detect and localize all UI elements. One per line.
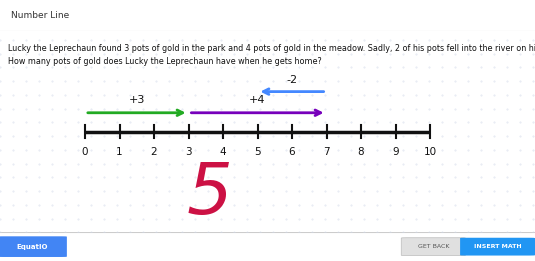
Text: -2: -2: [286, 75, 297, 85]
Text: Lucky the Leprechaun found 3 pots of gold in the park and 4 pots of gold in the : Lucky the Leprechaun found 3 pots of gol…: [8, 44, 535, 53]
Text: 2: 2: [151, 147, 157, 157]
Text: How many pots of gold does Lucky the Leprechaun have when he gets home?: How many pots of gold does Lucky the Lep…: [8, 57, 322, 66]
Text: 7: 7: [323, 147, 330, 157]
Text: 5: 5: [187, 160, 233, 229]
Text: 5: 5: [254, 147, 261, 157]
Text: 8: 8: [358, 147, 364, 157]
Text: 1: 1: [116, 147, 123, 157]
FancyBboxPatch shape: [460, 238, 535, 256]
Text: Number Line: Number Line: [11, 11, 69, 20]
Text: +4: +4: [249, 95, 266, 105]
Text: EquatIO: EquatIO: [17, 244, 48, 250]
Text: 9: 9: [392, 147, 399, 157]
Text: 4: 4: [220, 147, 226, 157]
Text: INSERT MATH: INSERT MATH: [473, 244, 522, 249]
Text: GET BACK: GET BACK: [418, 244, 449, 249]
Text: 6: 6: [289, 147, 295, 157]
Text: 10: 10: [423, 147, 437, 157]
FancyBboxPatch shape: [401, 238, 465, 256]
FancyBboxPatch shape: [0, 236, 67, 257]
Text: 0: 0: [82, 147, 88, 157]
Text: +3: +3: [128, 95, 145, 105]
Text: 3: 3: [185, 147, 192, 157]
